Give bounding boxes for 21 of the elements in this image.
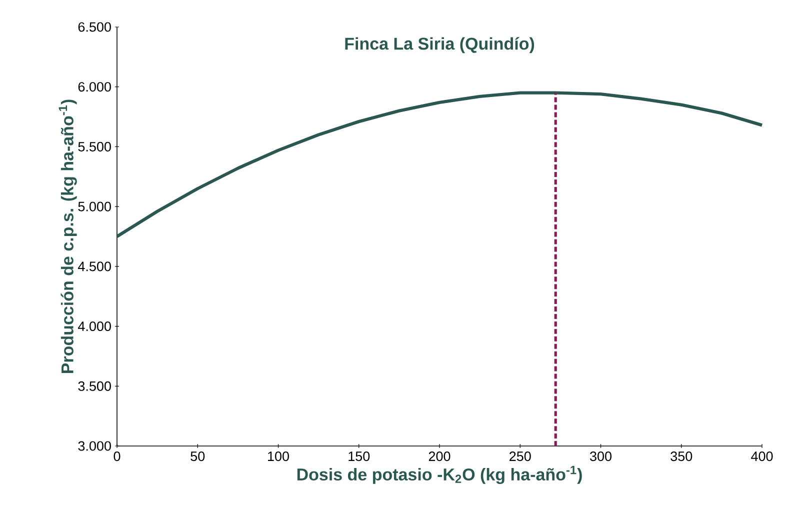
x-tick-label: 400: [751, 452, 773, 462]
y-tick-label: 5.500: [78, 142, 111, 152]
x-axis-title: Dosis de potasio -K$_{2}$O (kg ha-año$^{-1}$): [297, 466, 582, 484]
x-tick-label: 250: [510, 452, 531, 462]
x-tick-label: 200: [428, 452, 450, 462]
y-tick-label: 3.000: [78, 441, 111, 451]
text: Finca La Siria (Quindío): [345, 37, 534, 54]
x-tick-label: 300: [590, 452, 612, 462]
x-tick-label: 100: [268, 452, 289, 462]
x-tick-label: 150: [348, 452, 370, 462]
y-tick-label: 4.500: [78, 262, 111, 272]
y-tick-label: 6.000: [78, 82, 111, 92]
line-series: [115, 91, 764, 238]
x-tick-label: 50: [190, 452, 205, 462]
y-tick-label: 6.500: [78, 22, 111, 32]
y-axis-title: Producción de c.p.s. (kg ha-año$^{-1}$): [58, 100, 77, 373]
x-tick-label: 350: [670, 452, 692, 462]
y-tick-label: 3.500: [78, 381, 111, 391]
y-tick-label: 5.000: [78, 202, 111, 212]
y-tick-label: 4.000: [78, 322, 111, 332]
x-tick-label: 0: [114, 452, 120, 462]
